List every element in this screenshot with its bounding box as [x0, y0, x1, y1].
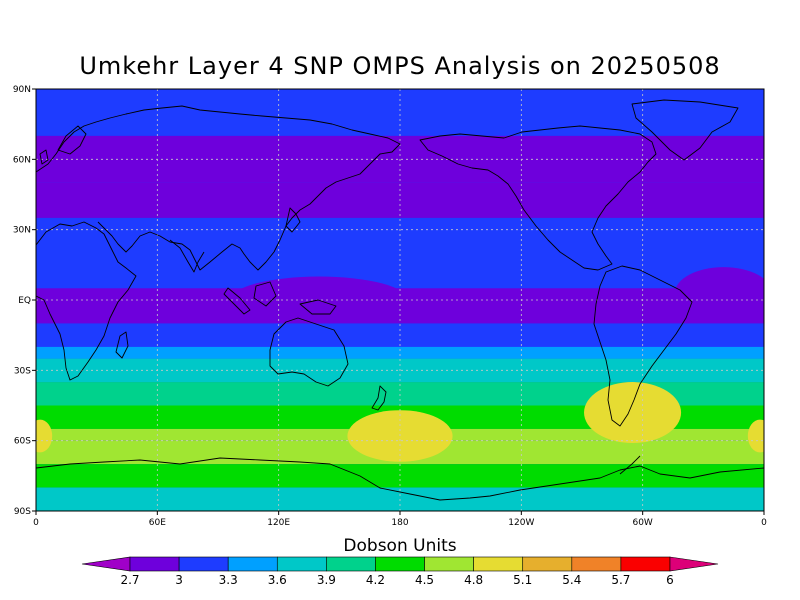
x-tick-label: 120W [508, 518, 534, 528]
y-tick-label: 90S [14, 507, 31, 517]
colorbar-segment [473, 556, 524, 572]
ozone-region [747, 419, 764, 453]
scandinavia-coastline [57, 125, 87, 155]
greenland-coastline [631, 99, 739, 161]
ozone-region [675, 267, 764, 319]
borneo-coastline [253, 281, 277, 307]
colorbar-segment [227, 556, 278, 572]
japan-coastline [285, 207, 301, 233]
latitude-band [36, 89, 764, 136]
x-tick-label: 60E [149, 518, 166, 528]
eurasia-coastline [36, 105, 401, 271]
y-tick-label: 60S [14, 437, 31, 447]
colorbar-segment [178, 556, 229, 572]
uk-coastline [39, 149, 49, 165]
australia-coastline [269, 317, 349, 387]
colorbar-tick-label: 6 [666, 573, 674, 587]
colorbar-tick-label: 5.1 [513, 573, 532, 587]
colorbar-high-arrow [669, 556, 719, 572]
x-tick-label: 180 [391, 518, 408, 528]
colorbar-tick-label: 3.3 [219, 573, 238, 587]
latitude-band [36, 382, 764, 406]
colorbar-segment [424, 556, 474, 572]
africa-coastline [36, 221, 137, 381]
chart-title: Umkehr Layer 4 SNP OMPS Analysis on 2025… [79, 52, 721, 80]
plot-area [36, 89, 764, 511]
colorbar-segment [620, 556, 671, 572]
colorbar-tick-label: 2.7 [120, 573, 139, 587]
sumatra-coastline [223, 287, 251, 315]
colorbar-tick-label: 5.4 [562, 573, 581, 587]
latitude-band [36, 346, 764, 359]
south-america-coastline [593, 265, 693, 427]
ozone-region [584, 382, 682, 444]
colorbar-tick-label: 3 [175, 573, 183, 587]
x-tick-label: 120E [267, 518, 290, 528]
grid-lines [36, 89, 764, 511]
y-tick-label: 90N [13, 85, 31, 95]
y-tick-label: 30S [14, 366, 31, 376]
colorbar-tick-label: 3.6 [268, 573, 287, 587]
colorbar-tick-label: 3.9 [317, 573, 336, 587]
y-tick-label: 30N [13, 226, 31, 236]
colorbar-segment [522, 556, 573, 572]
y-tick-label: 60N [13, 155, 31, 165]
colorbar-tick-label: 4.8 [464, 573, 483, 587]
colorbar-segment [571, 556, 622, 572]
colorbar-tick-label: 4.2 [366, 573, 385, 587]
colorbar-tick-label: 5.7 [611, 573, 630, 587]
madagascar-coastline [115, 331, 129, 359]
colorbar-segment [276, 556, 327, 572]
coastlines [36, 99, 764, 501]
x-tick-label: 0 [761, 518, 767, 528]
new-zealand-coastline [371, 385, 387, 411]
x-tick-label: 0 [33, 518, 39, 528]
new-guinea-coastline [299, 299, 337, 315]
y-tick-label: EQ [18, 296, 31, 306]
colorbar-title: Dobson Units [343, 536, 457, 556]
ozone-region [36, 419, 53, 453]
colorbar-tick-label: 4.5 [415, 573, 434, 587]
colorbar-segment [326, 556, 376, 572]
axis-ticks: 0 60E 120E 180 120W 60W 0 90N 60N 30N EQ 30S 60S 90S [13, 85, 767, 528]
antarctic-peninsula-coastline [619, 455, 641, 475]
antarctica-coastline [36, 457, 764, 501]
x-tick-label: 60W [632, 518, 652, 528]
india-coastline [169, 239, 205, 273]
colorbar: 2.7 3 3.3 3.6 3.9 4.2 4.5 4.8 5.1 5.4 5.7 6 [81, 556, 719, 587]
colorbar-low-arrow [81, 556, 131, 572]
colorbar-segment [129, 556, 180, 572]
north-america-coastline [419, 125, 657, 271]
colorbar-segment [375, 556, 425, 572]
